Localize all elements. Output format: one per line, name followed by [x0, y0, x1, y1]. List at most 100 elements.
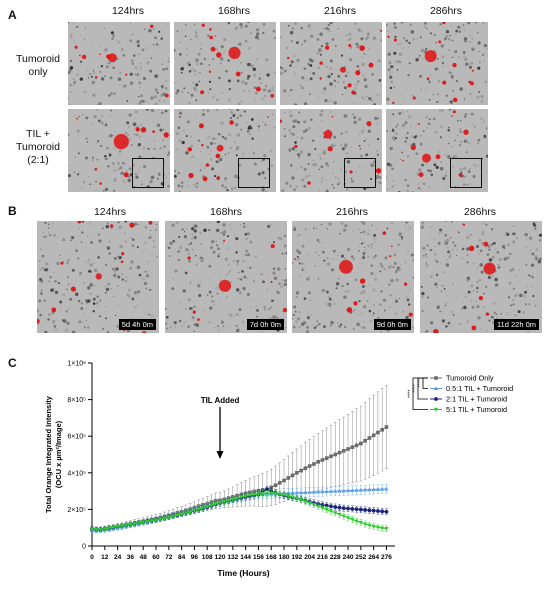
data-point — [354, 519, 359, 524]
data-point — [239, 495, 244, 500]
data-point — [158, 517, 163, 522]
x-tick-label: 12 — [101, 554, 109, 561]
data-point — [354, 507, 359, 512]
data-point — [111, 525, 116, 530]
panel-b-timepoint-label: 286hrs — [463, 206, 497, 218]
legend-label: 0.5:1 TIL + Tumoroid — [446, 384, 513, 393]
data-point — [358, 520, 363, 525]
y-tick-label: 8×10⁵ — [67, 397, 86, 404]
data-point — [307, 489, 312, 494]
micrograph-texture — [420, 221, 542, 333]
data-point — [290, 473, 295, 478]
data-point — [380, 526, 385, 531]
data-point — [367, 508, 372, 513]
micrograph-texture — [165, 221, 287, 333]
data-point — [145, 519, 150, 524]
data-point — [380, 509, 385, 514]
micrograph-texture — [292, 221, 414, 333]
x-tick-label: 72 — [165, 554, 173, 561]
x-tick-label: 252 — [355, 554, 366, 561]
data-point — [303, 466, 308, 471]
x-tick-label: 108 — [202, 554, 213, 561]
micrograph-texture — [68, 22, 170, 105]
data-point — [295, 471, 299, 475]
data-point — [311, 503, 317, 507]
data-point — [328, 489, 334, 493]
data-point — [260, 492, 265, 496]
data-point — [307, 464, 312, 468]
panel-a-letter: A — [8, 8, 17, 22]
data-point — [183, 511, 188, 516]
data-point — [179, 512, 184, 517]
y-tick-label: 0 — [82, 544, 86, 551]
micrograph-texture — [280, 22, 382, 105]
data-point — [350, 517, 355, 522]
data-point — [380, 427, 384, 432]
y-tick-label: 6×10⁵ — [67, 434, 86, 441]
data-point — [124, 523, 129, 528]
legend-marker — [434, 376, 438, 380]
data-point — [217, 501, 223, 506]
data-point — [132, 522, 137, 526]
data-point — [234, 496, 240, 501]
data-point — [222, 500, 227, 504]
timestamp-badge: 7d 0h 0m — [246, 319, 284, 330]
panel-a-timepoint-label: 168hrs — [217, 5, 251, 17]
data-point — [281, 493, 287, 498]
x-tick-label: 276 — [381, 554, 392, 561]
significance-bracket — [412, 377, 428, 410]
significance-stars: **** — [408, 389, 414, 398]
line-chart: 0 2×10⁵ 4×10⁵ 6×10⁵ 8×10⁵ 1×10⁶ 0 12 24 36 48 60 72 8… — [44, 361, 513, 579]
data-point — [89, 527, 95, 532]
data-point — [367, 436, 372, 440]
data-point — [299, 490, 304, 495]
data-point — [363, 508, 368, 512]
timestamp-badge: 11d 22h 0m — [493, 319, 539, 330]
micrograph-b-286: 11d 22h 0m — [420, 221, 542, 333]
row-label-line: TIL + — [26, 128, 50, 140]
row-label-line: only — [28, 66, 48, 78]
series-line — [91, 426, 387, 531]
data-point — [337, 488, 342, 493]
inset-box — [238, 158, 270, 188]
panel-a-timepoint-label: 286hrs — [429, 5, 463, 17]
series-line — [91, 493, 387, 531]
timestamp-badge: 5d 4h 0m — [118, 319, 156, 330]
micrograph-texture — [386, 22, 488, 105]
significance-stars: **** — [413, 383, 419, 392]
data-point — [290, 490, 295, 495]
data-point — [209, 503, 214, 508]
data-point — [200, 506, 206, 511]
data-point — [307, 501, 312, 506]
x-tick-label: 168 — [266, 554, 277, 561]
inset-box — [344, 158, 376, 188]
data-point — [358, 507, 363, 512]
data-point — [375, 525, 381, 530]
data-point — [341, 506, 346, 511]
x-tick-label: 36 — [127, 554, 135, 561]
data-point — [371, 433, 376, 438]
significance-bracket — [422, 377, 428, 389]
panel-a-row-label-til-tumoroid: TIL + Tumoroid (2:1) — [6, 128, 70, 167]
micrograph-texture — [68, 109, 170, 192]
data-point — [345, 516, 351, 521]
data-point — [286, 476, 291, 480]
data-point — [252, 492, 257, 497]
data-point — [269, 491, 274, 496]
data-point — [196, 507, 201, 512]
micrograph-tumoroid-only-216 — [280, 22, 382, 105]
x-axis-label: Time (Hours) — [217, 568, 269, 578]
data-point — [333, 511, 338, 516]
micrograph-til-tumoroid-168 — [174, 109, 276, 192]
data-point — [188, 510, 193, 515]
data-point — [354, 443, 359, 448]
data-point — [299, 468, 303, 473]
data-point — [282, 478, 286, 483]
data-point — [290, 495, 295, 500]
data-point — [269, 485, 274, 490]
timestamp-badge: 9d 0h 0m — [373, 319, 411, 330]
data-point — [359, 441, 363, 446]
data-point — [316, 460, 320, 464]
panel-a-row-label-tumoroid-only: Tumoroid only — [6, 53, 70, 79]
data-point — [316, 504, 321, 509]
